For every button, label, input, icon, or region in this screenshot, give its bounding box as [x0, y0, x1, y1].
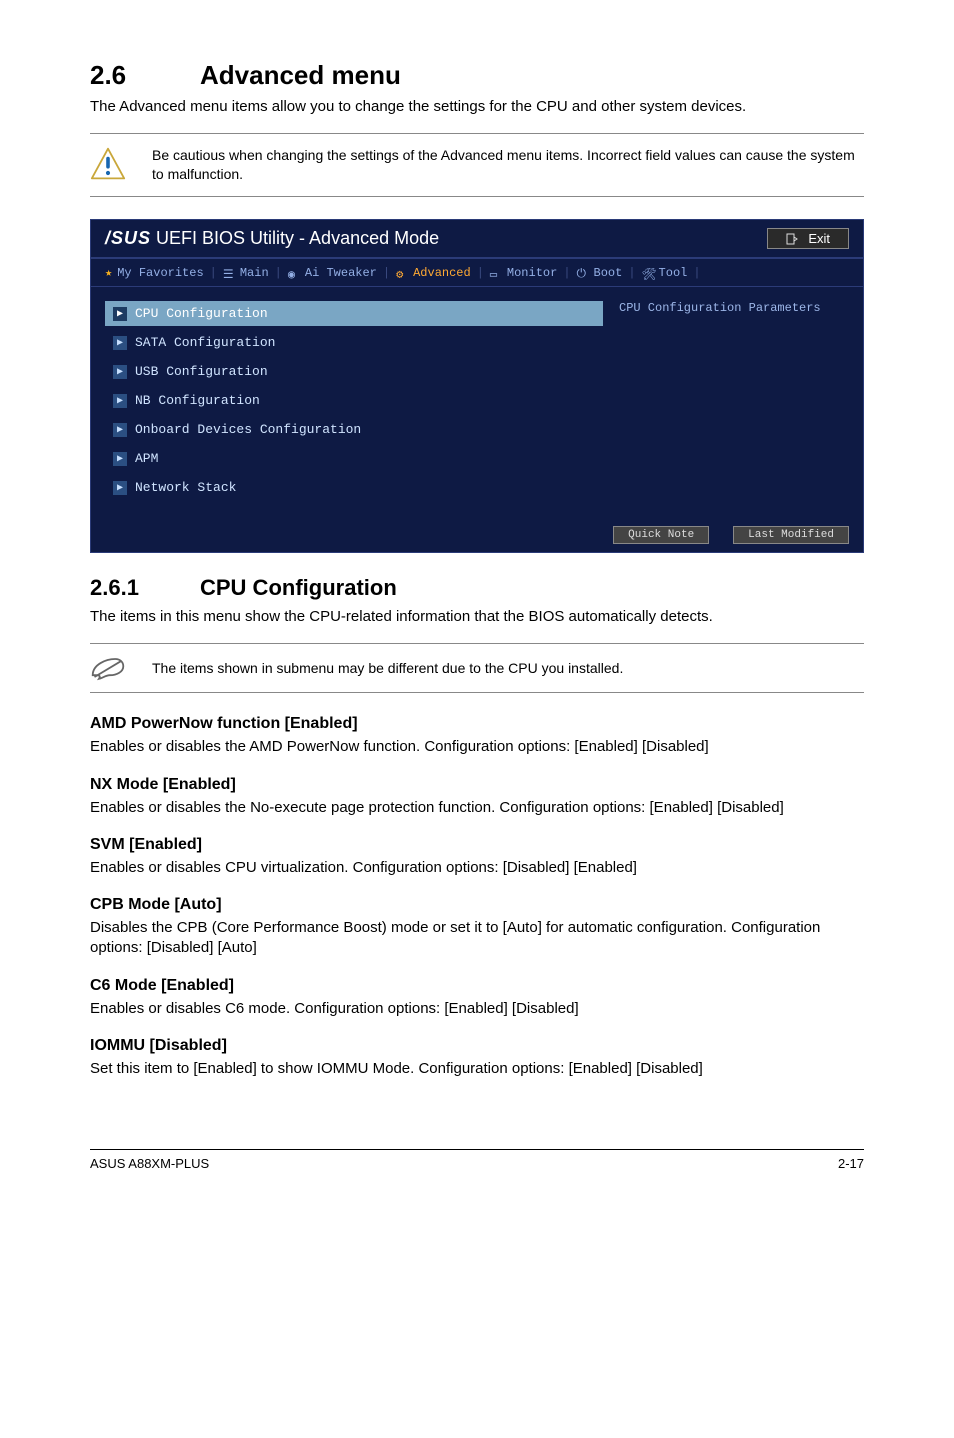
- quick-note-button[interactable]: Quick Note: [613, 526, 709, 544]
- tab-main[interactable]: ☰ Main: [223, 266, 269, 280]
- bios-tabs: ★My Favorites| ☰Main| ◉Ai Tweaker| ⚙Adva…: [91, 258, 863, 287]
- tool-icon: 🛠: [642, 267, 654, 279]
- note-text: The items shown in submenu may be differ…: [152, 659, 623, 678]
- footer-right: 2-17: [838, 1156, 864, 1171]
- tab-label: Monitor: [507, 266, 557, 280]
- tab-label: Boot: [594, 266, 623, 280]
- option-nx-mode: NX Mode [Enabled] Enables or disables th…: [90, 776, 864, 818]
- chevron-right-icon: ▶: [113, 394, 127, 408]
- tab-label: Tool: [659, 266, 688, 280]
- bios-bottom-buttons: Quick Note Last Modified: [91, 522, 863, 552]
- option-svm: SVM [Enabled] Enables or disables CPU vi…: [90, 836, 864, 878]
- bios-logo-brand: /SUS: [105, 228, 151, 248]
- menu-item-label: NB Configuration: [135, 393, 260, 408]
- tab-advanced[interactable]: ⚙ Advanced: [396, 266, 471, 280]
- tab-boot[interactable]: ⏻ Boot: [577, 266, 623, 280]
- chip-icon: ◉: [288, 267, 300, 279]
- page-footer: ASUS A88XM-PLUS 2-17: [90, 1149, 864, 1171]
- chevron-right-icon: ▶: [113, 365, 127, 379]
- menu-item-nb-config[interactable]: ▶ NB Configuration: [105, 388, 603, 413]
- option-title: AMD PowerNow function [Enabled]: [90, 715, 864, 733]
- option-iommu: IOMMU [Disabled] Set this item to [Enabl…: [90, 1037, 864, 1079]
- tab-ai-tweaker[interactable]: ◉ Ai Tweaker: [288, 266, 377, 280]
- tab-label: Main: [240, 266, 269, 280]
- option-title: SVM [Enabled]: [90, 836, 864, 854]
- bios-body: ▶ CPU Configuration ▶ SATA Configuration ▶…: [91, 287, 863, 522]
- exit-label: Exit: [808, 231, 830, 246]
- option-title: NX Mode [Enabled]: [90, 776, 864, 794]
- bios-header: /SUS UEFI BIOS Utility - Advanced Mode E…: [91, 220, 863, 258]
- tab-my-favorites[interactable]: ★ My Favorites: [105, 265, 204, 280]
- list-icon: ☰: [223, 267, 235, 279]
- bios-menu-list: ▶ CPU Configuration ▶ SATA Configuration ▶…: [91, 287, 613, 522]
- subsection-title-text: CPU Configuration: [200, 575, 397, 600]
- footer-left: ASUS A88XM-PLUS: [90, 1156, 209, 1171]
- section-title-text: Advanced menu: [200, 60, 401, 90]
- tab-label: Ai Tweaker: [305, 266, 377, 280]
- menu-item-label: Network Stack: [135, 480, 236, 495]
- intro-text: The Advanced menu items allow you to cha…: [90, 97, 864, 117]
- note-callout: The items shown in submenu may be differ…: [90, 643, 864, 693]
- menu-item-label: Onboard Devices Configuration: [135, 422, 361, 437]
- tab-monitor[interactable]: ▭ Monitor: [490, 266, 557, 280]
- gear-icon: ⚙: [396, 267, 408, 279]
- menu-item-label: CPU Configuration: [135, 306, 268, 321]
- option-body: Enables or disables CPU virtualization. …: [90, 858, 864, 878]
- menu-item-usb-config[interactable]: ▶ USB Configuration: [105, 359, 603, 384]
- bios-screenshot: /SUS UEFI BIOS Utility - Advanced Mode E…: [90, 219, 864, 553]
- menu-item-apm[interactable]: ▶ APM: [105, 446, 603, 471]
- chevron-right-icon: ▶: [113, 452, 127, 466]
- note-icon: [90, 654, 126, 682]
- menu-item-sata-config[interactable]: ▶ SATA Configuration: [105, 330, 603, 355]
- monitor-icon: ▭: [490, 267, 502, 279]
- option-title: CPB Mode [Auto]: [90, 896, 864, 914]
- warning-icon: [90, 146, 126, 182]
- menu-item-label: USB Configuration: [135, 364, 268, 379]
- star-icon: ★: [105, 265, 112, 280]
- exit-icon: [786, 233, 798, 245]
- option-body: Set this item to [Enabled] to show IOMMU…: [90, 1059, 864, 1079]
- menu-item-label: APM: [135, 451, 158, 466]
- menu-item-onboard-devices[interactable]: ▶ Onboard Devices Configuration: [105, 417, 603, 442]
- option-amd-powernow: AMD PowerNow function [Enabled] Enables …: [90, 715, 864, 757]
- chevron-right-icon: ▶: [113, 423, 127, 437]
- menu-item-label: SATA Configuration: [135, 335, 275, 350]
- chevron-right-icon: ▶: [113, 307, 127, 321]
- last-modified-button[interactable]: Last Modified: [733, 526, 849, 544]
- warning-text: Be cautious when changing the settings o…: [152, 146, 864, 184]
- menu-item-cpu-config[interactable]: ▶ CPU Configuration: [105, 301, 603, 326]
- chevron-right-icon: ▶: [113, 481, 127, 495]
- subsection-number: 2.6.1: [90, 575, 200, 601]
- tab-label: Advanced: [413, 266, 471, 280]
- tab-label: My Favorites: [117, 266, 203, 280]
- bios-hint-panel: CPU Configuration Parameters: [613, 287, 863, 522]
- option-body: Disables the CPB (Core Performance Boost…: [90, 918, 864, 959]
- bios-logo: /SUS UEFI BIOS Utility - Advanced Mode: [105, 228, 439, 249]
- hint-text: CPU Configuration Parameters: [619, 301, 849, 315]
- option-title: C6 Mode [Enabled]: [90, 977, 864, 995]
- option-body: Enables or disables C6 mode. Configurati…: [90, 999, 864, 1019]
- option-title: IOMMU [Disabled]: [90, 1037, 864, 1055]
- tab-tool[interactable]: 🛠 Tool: [642, 266, 688, 280]
- bios-logo-text: UEFI BIOS Utility - Advanced Mode: [156, 228, 439, 248]
- section-heading: 2.6Advanced menu: [90, 60, 864, 91]
- menu-item-network-stack[interactable]: ▶ Network Stack: [105, 475, 603, 500]
- option-body: Enables or disables the AMD PowerNow fun…: [90, 737, 864, 757]
- warning-callout: Be cautious when changing the settings o…: [90, 133, 864, 197]
- chevron-right-icon: ▶: [113, 336, 127, 350]
- option-cpb-mode: CPB Mode [Auto] Disables the CPB (Core P…: [90, 896, 864, 959]
- exit-button[interactable]: Exit: [767, 228, 849, 249]
- option-c6-mode: C6 Mode [Enabled] Enables or disables C6…: [90, 977, 864, 1019]
- option-body: Enables or disables the No-execute page …: [90, 798, 864, 818]
- subsection-heading: 2.6.1CPU Configuration: [90, 575, 864, 601]
- power-icon: ⏻: [577, 267, 589, 279]
- section-number: 2.6: [90, 60, 200, 91]
- subsection-intro: The items in this menu show the CPU-rela…: [90, 607, 864, 627]
